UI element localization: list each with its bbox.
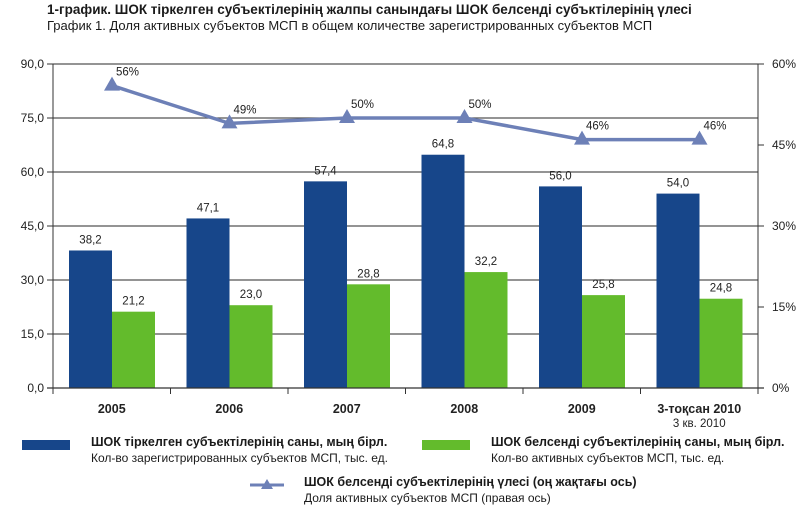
share-marker bbox=[574, 130, 590, 145]
y-tick-label: 75,0 bbox=[21, 111, 45, 125]
x-tick-label: 2005 bbox=[98, 402, 126, 416]
x-tick-label: 2006 bbox=[215, 402, 243, 416]
bar-active bbox=[699, 298, 743, 388]
data-label-active: 24,8 bbox=[710, 283, 732, 295]
x-tick-label: 2007 bbox=[333, 402, 361, 416]
bar-registered bbox=[421, 154, 465, 388]
data-label-active: 32,2 bbox=[475, 256, 497, 268]
data-label-registered: 56,0 bbox=[549, 170, 571, 182]
data-label-share: 46% bbox=[704, 121, 727, 133]
data-labels: 38,2 47,1 57,4 64,8 56,0 54,0 21,2 23,0 28,8 32,2… bbox=[79, 67, 732, 308]
axes: 0,0 15,0 30,0 45,0 60,0 75,0 90,0 0% 15% 30% 45% 60… bbox=[21, 57, 797, 430]
data-label-registered: 54,0 bbox=[667, 178, 689, 190]
x-tick-sublabel: 3 кв. 2010 bbox=[673, 418, 726, 430]
data-label-registered: 57,4 bbox=[314, 165, 337, 177]
x-tick-label: 2008 bbox=[450, 402, 478, 416]
bar-registered bbox=[304, 181, 347, 388]
data-label-registered: 47,1 bbox=[197, 202, 219, 214]
share-marker bbox=[104, 76, 120, 91]
legend-item-active: ШОК белсенді субъектілерінің саны, мың б… bbox=[422, 435, 785, 465]
chart-subtitle: График 1. Доля активных субъектов МСП в … bbox=[47, 18, 653, 33]
bar-registered bbox=[69, 250, 112, 388]
bar-registered bbox=[186, 218, 230, 388]
data-label-registered: 38,2 bbox=[79, 234, 101, 246]
data-label-share: 49% bbox=[234, 104, 257, 116]
legend-swatch-registered bbox=[22, 440, 70, 450]
share-line bbox=[104, 76, 708, 145]
y2-tick-label: 30% bbox=[772, 219, 796, 233]
legend-label-registered: ШОК тіркелген субъектілерінің саны, мың … bbox=[91, 435, 388, 449]
y-tick-label: 90,0 bbox=[21, 57, 45, 71]
data-label-share: 50% bbox=[351, 99, 374, 111]
data-label-active: 25,8 bbox=[592, 279, 614, 291]
bars bbox=[69, 154, 743, 388]
y2-tick-label: 45% bbox=[772, 138, 796, 152]
data-label-share: 56% bbox=[116, 67, 139, 79]
data-label-share: 46% bbox=[586, 121, 609, 133]
legend-item-registered: ШОК тіркелген субъектілерінің саны, мың … bbox=[22, 435, 388, 465]
data-label-active: 21,2 bbox=[122, 296, 144, 308]
data-label-active: 23,0 bbox=[240, 289, 262, 301]
bar-active bbox=[582, 295, 625, 388]
legend-label-share: ШОК белсенді субъектілерінің үлесі (оң ж… bbox=[304, 475, 637, 489]
y-tick-label: 60,0 bbox=[21, 165, 45, 179]
y2-tick-label: 15% bbox=[772, 300, 796, 314]
legend-label-registered-ru: Кол-во зарегистрированных субъектов МСП,… bbox=[91, 451, 388, 465]
y-tick-label: 45,0 bbox=[21, 219, 45, 233]
y2-tick-label: 60% bbox=[772, 57, 796, 71]
legend-label-active-ru: Кол-во активных субъектов МСП, тыс. ед. bbox=[491, 451, 725, 465]
legend-marker-share bbox=[250, 479, 284, 489]
bar-registered bbox=[656, 193, 700, 388]
bar-registered bbox=[539, 186, 582, 388]
share-marker bbox=[691, 130, 708, 145]
legend-item-share: ШОК белсенді субъектілерінің үлесі (оң ж… bbox=[250, 475, 637, 505]
gridlines bbox=[53, 63, 758, 335]
chart-title: 1-график. ШОК тіркелген субъектілерінің … bbox=[47, 2, 692, 17]
legend-swatch-active bbox=[422, 440, 470, 450]
legend-label-active: ШОК белсенді субъектілерінің саны, мың б… bbox=[491, 435, 785, 449]
y-tick-label: 30,0 bbox=[21, 273, 45, 287]
y-tick-label: 15,0 bbox=[21, 327, 45, 341]
bar-active bbox=[464, 272, 508, 388]
bar-active bbox=[229, 305, 273, 388]
y2-tick-label: 0% bbox=[772, 381, 790, 395]
share-marker bbox=[339, 109, 355, 123]
share-line-path bbox=[111, 83, 700, 142]
data-label-registered: 64,8 bbox=[432, 139, 454, 151]
y-tick-label: 0,0 bbox=[27, 381, 44, 395]
share-marker bbox=[456, 109, 473, 123]
legend-label-share-ru: Доля активных субъектов МСП (правая ось) bbox=[304, 491, 551, 505]
share-marker bbox=[221, 114, 238, 129]
data-label-active: 28,8 bbox=[357, 268, 379, 280]
x-tick-label: 3-тоқсан 2010 bbox=[657, 402, 741, 416]
bar-active bbox=[347, 284, 390, 388]
x-tick-label: 2009 bbox=[568, 402, 596, 416]
data-label-share: 50% bbox=[469, 99, 492, 111]
bar-active bbox=[112, 311, 155, 388]
